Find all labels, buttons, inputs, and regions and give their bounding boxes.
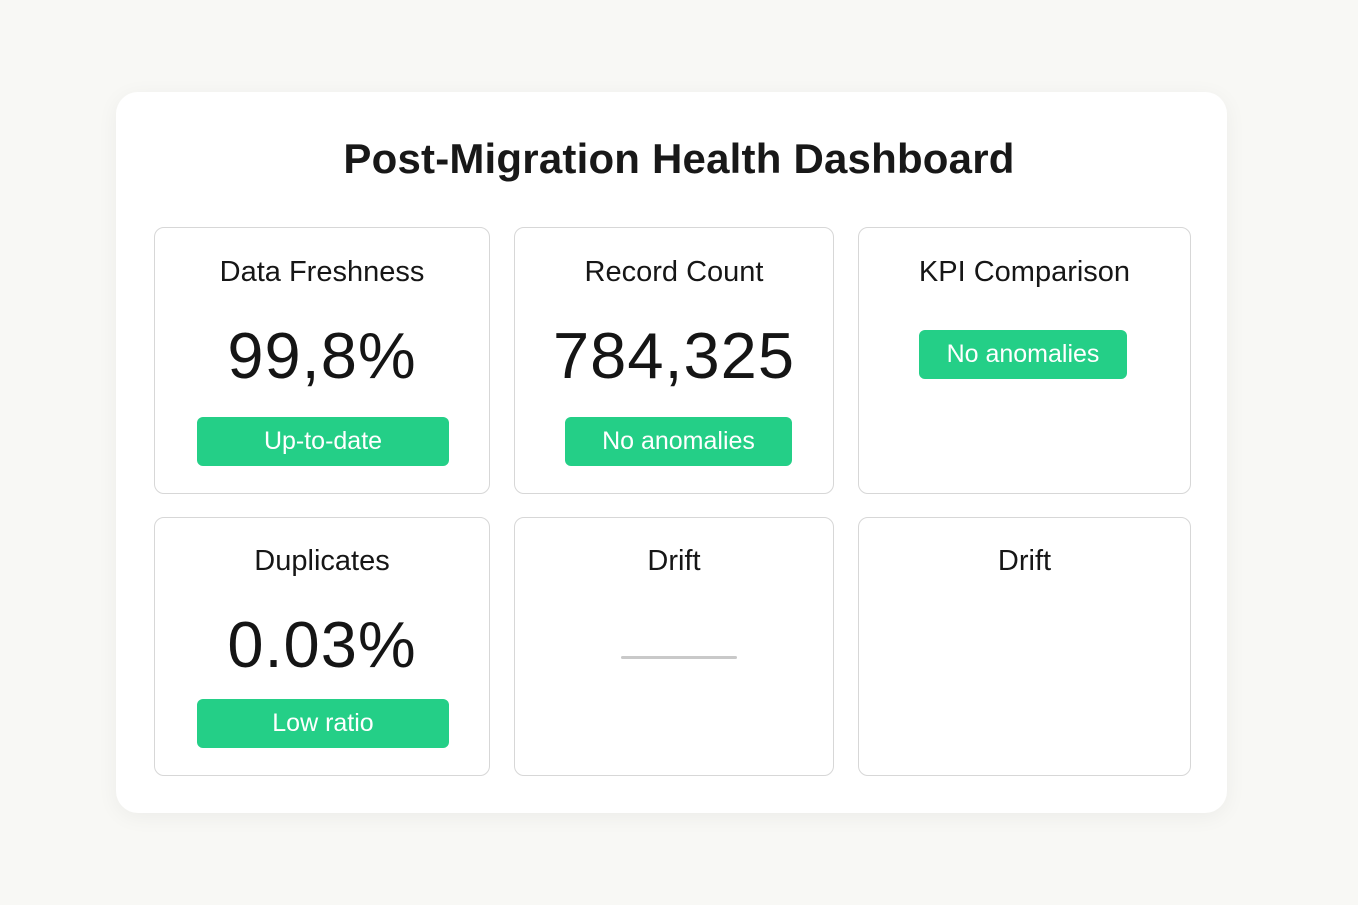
record-count-value: 784,325: [553, 319, 795, 392]
data-freshness-title: Data Freshness: [219, 256, 425, 288]
record-count-title: Record Count: [584, 256, 764, 288]
duplicates-status-badge: Low ratio: [197, 699, 449, 748]
data-freshness-card: Data Freshness 99,8% Up-to-date: [154, 227, 490, 494]
page-title: Post-Migration Health Dashboard: [343, 135, 1015, 182]
duplicates-card: Duplicates 0.03% Low ratio: [154, 517, 490, 776]
data-freshness-status-badge: Up-to-date: [197, 417, 449, 466]
drift-card-secondary: Drift: [858, 517, 1191, 776]
kpi-comparison-title: KPI Comparison: [918, 256, 1131, 288]
data-freshness-value: 99,8%: [227, 319, 417, 392]
kpi-comparison-card: KPI Comparison No anomalies: [858, 227, 1191, 494]
drift-title: Drift: [647, 545, 701, 577]
drift-placeholder-line: [621, 656, 737, 659]
record-count-status-badge: No anomalies: [565, 417, 792, 466]
drift-card-primary: Drift: [514, 517, 834, 776]
drift-title: Drift: [997, 545, 1052, 577]
kpi-comparison-status-badge: No anomalies: [919, 330, 1127, 379]
duplicates-value: 0.03%: [227, 608, 417, 681]
duplicates-title: Duplicates: [254, 545, 390, 577]
record-count-card: Record Count 784,325 No anomalies: [514, 227, 834, 494]
